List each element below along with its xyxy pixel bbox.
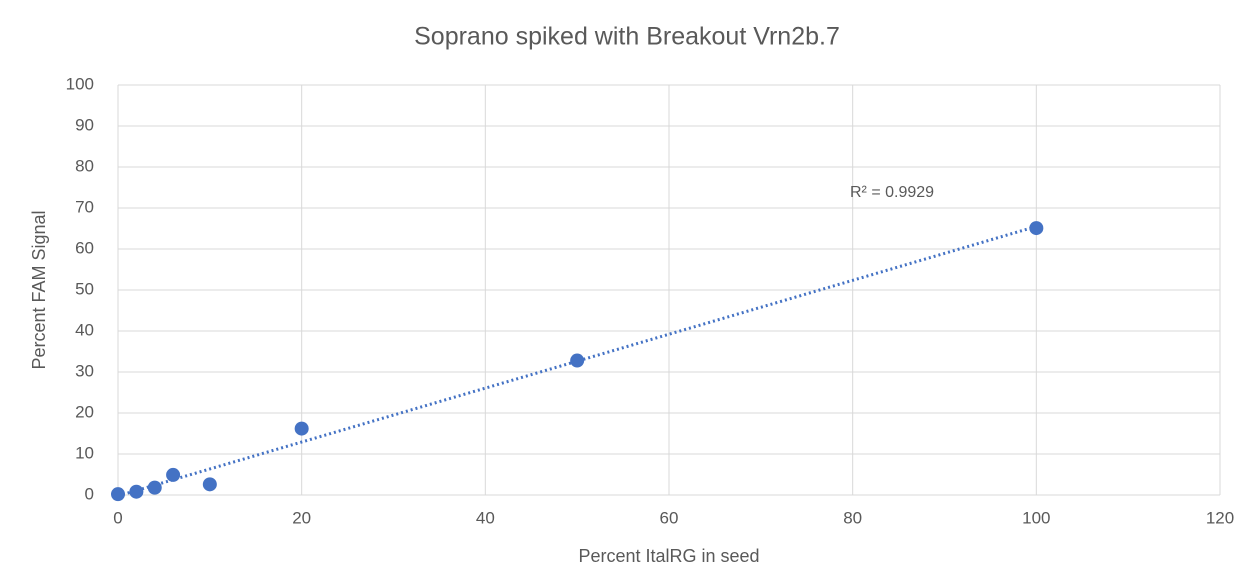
y-tick-label: 50 bbox=[75, 279, 94, 298]
point bbox=[294, 421, 309, 436]
point bbox=[1029, 221, 1044, 236]
point bbox=[147, 480, 162, 495]
y-tick-label: 20 bbox=[75, 402, 94, 421]
point bbox=[129, 484, 144, 499]
annotation: R² = 0.9929 bbox=[850, 184, 934, 201]
x-tick-label: 80 bbox=[843, 508, 862, 527]
y-tick-label: 100 bbox=[66, 74, 94, 93]
y-tick-label: 0 bbox=[85, 484, 94, 503]
y-tick-label: 90 bbox=[75, 115, 94, 134]
y-tick-label: 10 bbox=[75, 443, 94, 462]
point bbox=[570, 353, 585, 368]
y-tick-label: 80 bbox=[75, 156, 94, 175]
x-tick-label: 40 bbox=[476, 508, 495, 527]
point bbox=[202, 477, 217, 492]
x-tick-label: 100 bbox=[1022, 508, 1050, 527]
y-tick-label: 60 bbox=[75, 238, 94, 257]
y-tick-label: 30 bbox=[75, 361, 94, 380]
y-tick-label: 70 bbox=[75, 197, 94, 216]
y-axis-label: Percent FAM Signal bbox=[29, 210, 49, 369]
point bbox=[111, 487, 125, 502]
y-tick-label: 40 bbox=[75, 320, 94, 339]
x-axis-label: Percent ItalRG in seed bbox=[578, 546, 759, 566]
chart-title: Soprano spiked with Breakout Vrn2b.7 bbox=[414, 23, 840, 51]
x-tick-label: 0 bbox=[113, 508, 122, 527]
x-tick-label: 20 bbox=[292, 508, 311, 527]
x-tick-label: 60 bbox=[660, 508, 679, 527]
x-tick-label: 120 bbox=[1206, 508, 1234, 527]
point bbox=[166, 467, 181, 482]
